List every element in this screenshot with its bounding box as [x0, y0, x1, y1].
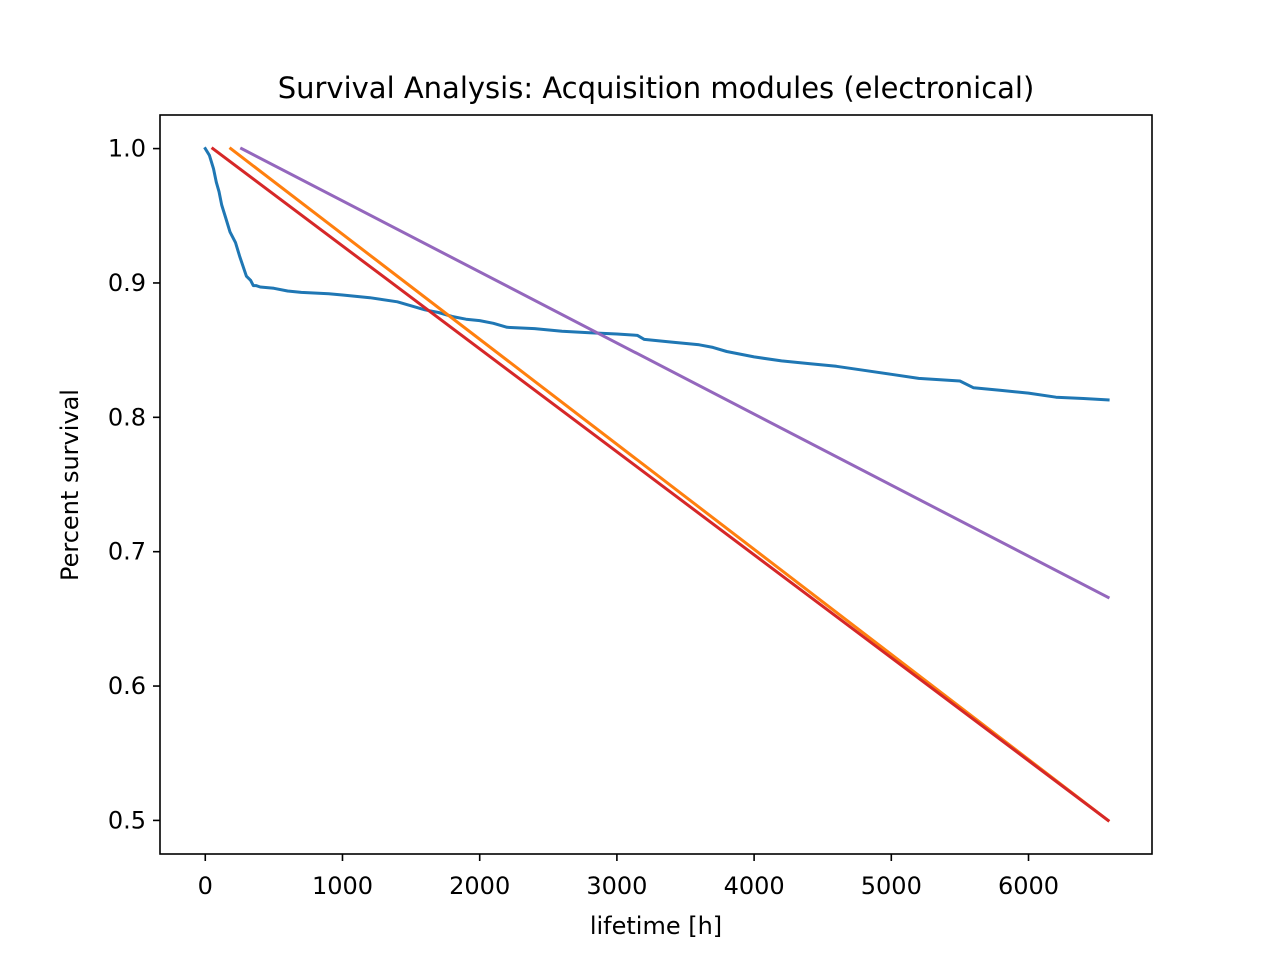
series-line-2	[210, 146, 1111, 823]
x-axis-label: lifetime [h]	[590, 912, 722, 940]
plot-area	[203, 146, 1111, 823]
series-line-0	[203, 146, 1110, 402]
series-line-3	[239, 146, 1111, 600]
y-tick-label: 0.7	[108, 538, 146, 566]
axes-frame	[159, 114, 1153, 855]
y-tick-label: 0.6	[108, 672, 146, 700]
x-tick-label: 3000	[586, 872, 647, 900]
x-tick-label: 5000	[861, 872, 922, 900]
x-tick-label: 6000	[998, 872, 1059, 900]
y-tick-label: 1.0	[108, 135, 146, 163]
x-tick-label: 2000	[449, 872, 510, 900]
x-tick-label: 4000	[724, 872, 785, 900]
chart-title: Survival Analysis: Acquisition modules (…	[278, 71, 1035, 105]
x-tick-label: 1000	[312, 872, 373, 900]
y-tick-label: 0.9	[108, 269, 146, 297]
y-axis-label: Percent survival	[56, 389, 84, 581]
series-line-1	[228, 146, 1111, 823]
y-tick-label: 0.8	[108, 403, 146, 431]
axis-ticks: 0 1000 2000 3000 4000 5000 6000 0.5 0.6 0.7 0.8 0.9…	[108, 135, 1059, 900]
x-tick-label: 0	[198, 872, 213, 900]
y-tick-label: 0.5	[108, 806, 146, 834]
